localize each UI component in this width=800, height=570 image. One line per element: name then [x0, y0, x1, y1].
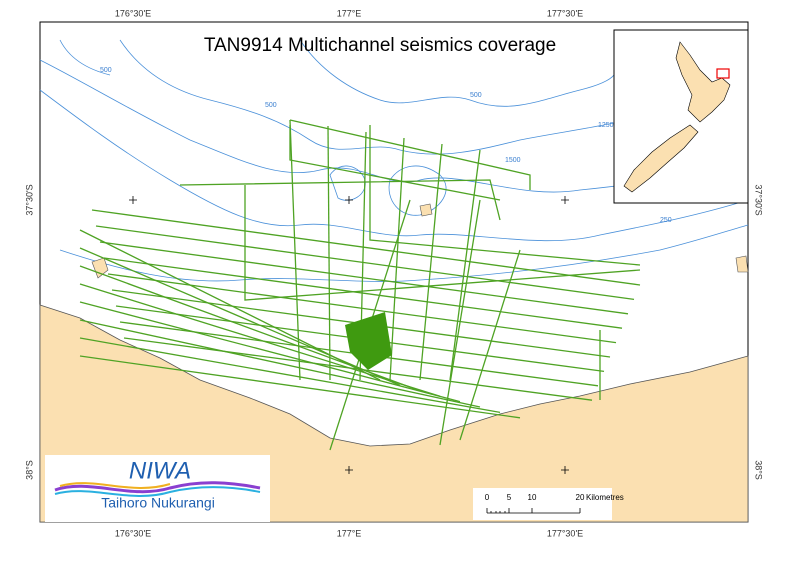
- survey-track: [95, 225, 635, 301]
- graticule-label: 38°S: [24, 460, 34, 480]
- survey-track: [91, 209, 641, 286]
- logo-subtitle: Taihoro Nukurangi: [101, 495, 215, 511]
- survey-track: [289, 125, 501, 201]
- contour-label: 500: [100, 67, 112, 74]
- survey-track: [327, 125, 331, 381]
- contour-label: 500: [265, 102, 277, 109]
- survey-track: [103, 257, 623, 329]
- graticule-label: 177°30'E: [547, 528, 583, 538]
- survey-track: [79, 319, 481, 408]
- contour-line: [59, 39, 111, 76]
- survey-track: [179, 179, 501, 221]
- map-title: TAN9914 Multichannel seismics coverage: [204, 35, 556, 56]
- logo: NIWA Taihoro Nukurangi: [45, 455, 270, 522]
- survey-track: [79, 265, 421, 392]
- contour-label: 1250: [598, 122, 614, 129]
- graticule-label: 177°30'E: [547, 8, 583, 18]
- contour-line: [59, 224, 749, 282]
- inset-map: [613, 29, 749, 204]
- graticule-label: 177°E: [337, 8, 362, 18]
- survey-track: [99, 241, 629, 315]
- graticule-label: 37°30'S: [24, 184, 34, 215]
- survey-track: [449, 149, 481, 381]
- survey-track: [439, 199, 481, 446]
- graticule-crosses: [129, 196, 569, 474]
- survey-track: [369, 125, 641, 266]
- survey-track: [419, 143, 443, 381]
- contour-line: [299, 39, 615, 107]
- contour-label: 500: [470, 92, 482, 99]
- inset-extent: [716, 68, 730, 79]
- scale-unit: Kilometres: [586, 493, 624, 502]
- scale-bar: 0 5 10 20 Kilometres: [473, 488, 624, 520]
- contour-label: 250: [660, 217, 672, 224]
- graticule-label: 38°S: [754, 460, 764, 480]
- scale-label: 0: [485, 493, 490, 502]
- survey-track: [244, 185, 641, 301]
- survey-track: [459, 249, 521, 441]
- survey-track: [289, 119, 301, 381]
- contour-line: [388, 165, 447, 216]
- graticule-label: 37°30'S: [754, 184, 764, 215]
- contour-label: 1500: [505, 157, 521, 164]
- scale-label: 10: [528, 493, 537, 502]
- island: [735, 255, 749, 273]
- island: [91, 257, 109, 279]
- island: [419, 203, 433, 217]
- scale-label: 5: [507, 493, 512, 502]
- scale-label: 20: [576, 493, 585, 502]
- survey-dense-area: [345, 312, 392, 370]
- graticule-label: 176°30'E: [115, 8, 151, 18]
- survey-track: [79, 301, 461, 403]
- survey-track: [389, 137, 405, 381]
- survey-track: [79, 247, 401, 386]
- survey-track: [79, 283, 441, 397]
- contour-line: [119, 39, 661, 155]
- graticule-label: 177°E: [337, 528, 362, 538]
- survey-track: [79, 337, 501, 414]
- logo-name: NIWA: [129, 457, 191, 484]
- graticule-label: 176°30'E: [115, 528, 151, 538]
